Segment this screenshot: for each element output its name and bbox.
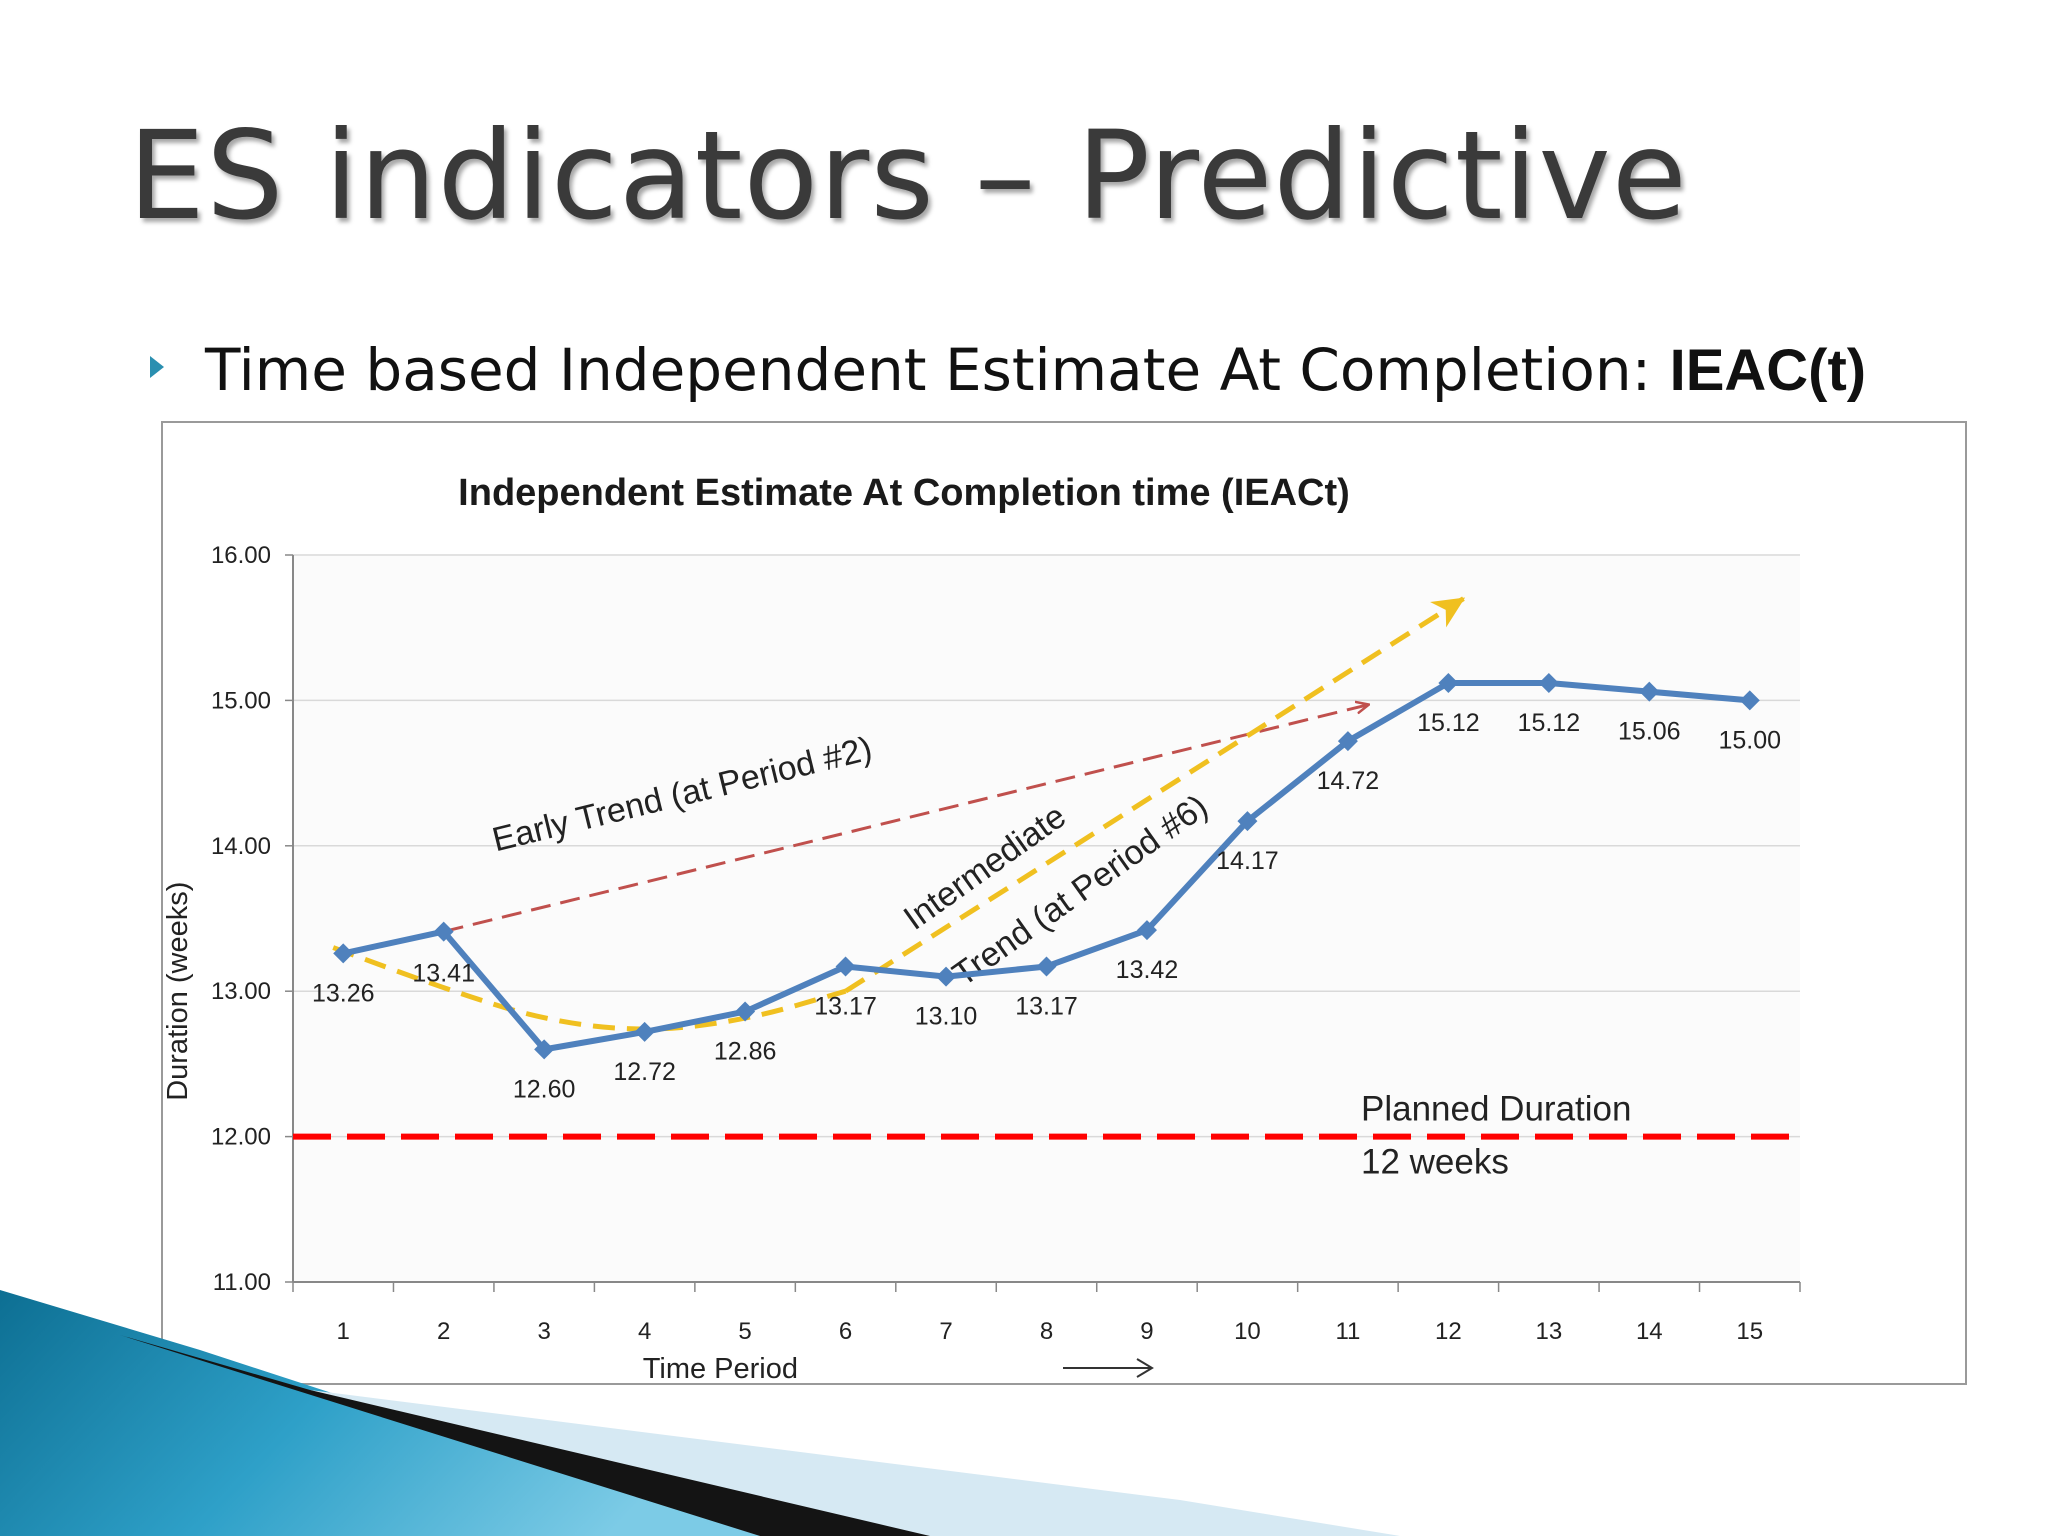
series-point	[1538, 672, 1559, 693]
y-tick-label: 13.00	[211, 978, 271, 1005]
x-tick-label: 6	[839, 1318, 852, 1345]
x-tick-label: 9	[1140, 1318, 1153, 1345]
series-point	[835, 956, 856, 977]
x-tick-label: 14	[1636, 1318, 1663, 1345]
series-point	[1337, 731, 1358, 752]
x-tick-label: 15	[1736, 1318, 1763, 1345]
x-tick-label: 4	[638, 1318, 651, 1345]
chart-frame: 11.00 12.00 13.00 14.00 15.00 16.00 1 2 3 4 5 6 7 8 9 1…	[161, 421, 1967, 1385]
decor-light-swoosh	[310, 1390, 1400, 1536]
series-point	[634, 1021, 655, 1042]
y-tick-label: 16.00	[211, 542, 271, 569]
x-tick-label: 5	[738, 1318, 751, 1345]
data-label: 15.12	[1417, 709, 1480, 737]
x-tick-label: 1	[337, 1318, 350, 1345]
y-tick-label: 11.00	[213, 1269, 271, 1296]
subtitle-emphasis: IEAC(t)	[1669, 338, 1867, 403]
series-point	[1739, 690, 1760, 711]
series-point	[534, 1039, 555, 1060]
series-point	[1036, 956, 1057, 977]
series-point	[936, 966, 957, 987]
data-label: 14.72	[1317, 767, 1380, 795]
data-label: 15.06	[1618, 718, 1681, 746]
series-point	[333, 943, 354, 964]
bullet-arrow-icon	[150, 356, 164, 378]
series-point	[433, 921, 454, 942]
planned-duration-label: Planned Duration	[1361, 1090, 1631, 1129]
data-label: 13.42	[1116, 956, 1179, 984]
series-point	[1237, 811, 1258, 832]
intermediate-trend-arrow	[844, 596, 1466, 994]
y-axis-label: Duration (weeks)	[163, 882, 194, 1101]
x-tick-label: 7	[939, 1318, 952, 1345]
series-point	[1136, 920, 1157, 941]
data-label: 13.17	[814, 992, 877, 1020]
y-tick-label: 14.00	[211, 833, 271, 860]
x-tick-label: 13	[1535, 1318, 1562, 1345]
subtitle: Time based Independent Estimate At Compl…	[205, 336, 1866, 404]
data-label: 13.17	[1015, 992, 1078, 1020]
slide-title: ES indicators – Predictive	[128, 105, 1688, 247]
series-point	[735, 1001, 756, 1022]
series-point	[1639, 681, 1660, 702]
x-tick-label: 11	[1335, 1318, 1360, 1345]
data-label: 13.10	[915, 1003, 978, 1031]
x-axis-arrow-head	[1136, 1358, 1154, 1378]
data-label: 14.17	[1216, 847, 1279, 875]
x-axis-label: Time Period	[643, 1353, 798, 1383]
y-tick-label: 12.00	[211, 1124, 271, 1151]
x-tick-label: 8	[1040, 1318, 1053, 1345]
data-label: 13.26	[312, 979, 375, 1007]
x-tick-label: 3	[537, 1318, 550, 1345]
data-label: 12.72	[613, 1058, 676, 1086]
planned-duration-value: 12 weeks	[1361, 1143, 1509, 1182]
x-tick-label: 10	[1234, 1318, 1261, 1345]
subtitle-prefix: Time based Independent Estimate At Compl…	[205, 336, 1670, 404]
data-label: 12.60	[513, 1075, 576, 1103]
chart-title: Independent Estimate At Completion time …	[458, 472, 1350, 514]
early-trend-line	[443, 705, 1368, 934]
series-point	[1438, 672, 1459, 693]
x-tick-label: 2	[437, 1318, 450, 1345]
data-label: 12.86	[714, 1038, 777, 1066]
y-tick-label: 15.00	[211, 687, 271, 714]
data-label: 15.12	[1518, 709, 1581, 737]
x-tick-label: 12	[1435, 1318, 1462, 1345]
intermediate-trend-curve	[332, 945, 847, 1032]
data-label: 13.41	[412, 960, 475, 988]
data-label: 15.00	[1718, 726, 1781, 754]
